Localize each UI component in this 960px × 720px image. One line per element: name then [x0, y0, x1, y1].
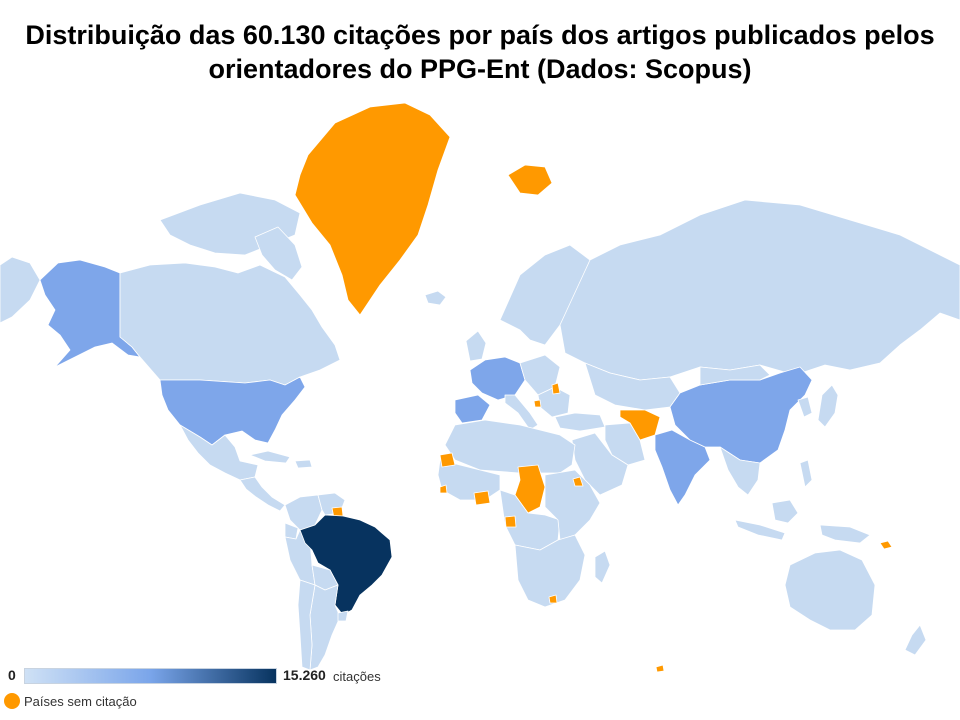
country-lesotho: [548, 594, 558, 604]
country-japan: [817, 384, 839, 428]
country-philippines: [799, 459, 813, 488]
country-new-guinea: [819, 524, 871, 544]
country-chad: [514, 464, 546, 514]
country-italy: [504, 394, 539, 431]
country-colombia: [284, 494, 323, 531]
color-scale-legend: 0 15.260 citações: [0, 664, 400, 688]
country-southern-africa: [514, 534, 586, 608]
country-svalbard: [507, 164, 553, 196]
country-east-africa: [544, 469, 601, 541]
legend-unit-label: citações: [333, 669, 381, 684]
country-central-america: [239, 476, 286, 512]
country-india: [654, 429, 711, 506]
country-moldova-area: [551, 382, 561, 395]
title-line-2: orientadores do PPG-Ent (Dados: Scopus): [208, 54, 752, 84]
no-citation-label: Países sem citação: [24, 694, 137, 709]
country-eritrea: [572, 476, 584, 487]
country-mexico: [179, 424, 259, 481]
country-united-states: [159, 376, 306, 446]
country-brazil: [299, 514, 393, 616]
country-sierra-leone: [439, 484, 448, 494]
orange-dot-icon: [4, 693, 20, 709]
country-new-zealand: [904, 624, 927, 656]
country-cuba: [249, 450, 291, 464]
country-solomon-islands: [879, 540, 893, 550]
country-mongolia: [699, 364, 771, 386]
country-western-europe: [469, 356, 526, 401]
legend-min-label: 0: [8, 667, 16, 683]
map-title: Distribuição das 60.130 citações por paí…: [0, 18, 960, 86]
country-afghanistan: [619, 409, 661, 441]
title-line-1: Distribuição das 60.130 citações por paí…: [25, 20, 935, 50]
country-arabia: [571, 432, 629, 496]
country-alaska: [39, 259, 141, 368]
country-southeast-asia: [719, 446, 761, 496]
country-hispaniola: [294, 459, 313, 469]
legend-max-label: 15.260: [283, 667, 326, 683]
country-russia: [559, 199, 960, 381]
country-borneo: [771, 499, 799, 524]
legend-gradient-bar: [24, 668, 277, 684]
country-australia: [784, 549, 876, 631]
country-chile: [297, 579, 316, 671]
country-greenland: [294, 102, 451, 316]
country-iceland: [424, 290, 447, 306]
country-gabon-region: [504, 515, 517, 528]
country-canada-baffin-island: [254, 226, 303, 281]
country-canada: [119, 262, 341, 386]
country-uk-ireland: [465, 330, 487, 362]
country-indonesia-west: [734, 519, 786, 541]
country-kerguelen: [655, 664, 665, 673]
country-korea: [797, 396, 813, 418]
world-map: [0, 102, 960, 673]
country-russia-west-edge: [0, 256, 41, 324]
country-madagascar: [594, 550, 611, 584]
country-niger-region: [473, 490, 491, 506]
country-kosovo-area: [533, 399, 542, 408]
country-north-africa: [444, 419, 576, 474]
country-uruguay: [337, 610, 349, 622]
country-iberia: [454, 394, 491, 424]
country-western-sahara: [439, 452, 456, 468]
country-argentina: [309, 584, 341, 671]
country-turkey: [554, 412, 606, 432]
